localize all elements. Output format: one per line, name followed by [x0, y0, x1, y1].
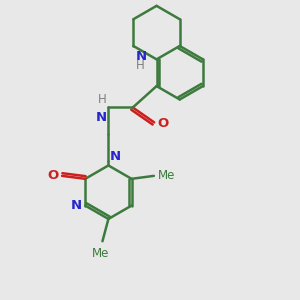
Text: Me: Me — [92, 247, 110, 260]
Text: Me: Me — [158, 169, 175, 182]
Text: N: N — [70, 199, 82, 212]
Text: N: N — [110, 150, 121, 163]
Text: O: O — [47, 169, 58, 182]
Text: H: H — [136, 59, 145, 72]
Text: N: N — [136, 50, 147, 63]
Text: H: H — [98, 93, 107, 106]
Text: O: O — [158, 117, 169, 130]
Text: N: N — [96, 111, 107, 124]
